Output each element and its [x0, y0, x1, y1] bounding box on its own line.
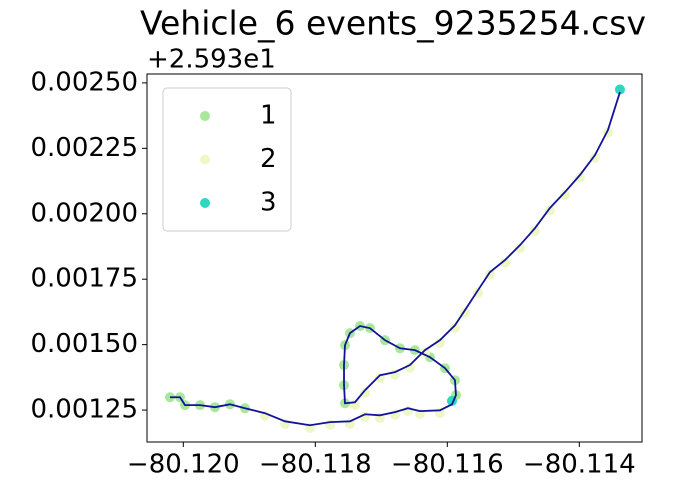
x-tick-label: −80.114	[523, 450, 636, 480]
y-tick-label: 0.00125	[30, 395, 138, 425]
y-tick-label: 0.00250	[30, 67, 138, 97]
legend: 1 2 3	[162, 87, 292, 232]
chart-title: Vehicle_6 events_9235254.csv	[140, 4, 646, 43]
y-tick-label: 0.00200	[30, 198, 138, 228]
y-tick-label: 0.00150	[30, 329, 138, 359]
point	[514, 242, 525, 253]
y-tick-label: 0.00225	[30, 133, 138, 163]
legend-label: 2	[260, 144, 277, 174]
point	[359, 387, 370, 398]
point	[434, 337, 445, 348]
point	[449, 322, 460, 333]
legend-marker	[200, 198, 210, 208]
point	[574, 172, 585, 183]
legend-label: 1	[260, 101, 277, 131]
point	[589, 152, 600, 163]
point	[529, 225, 540, 236]
track-line	[169, 91, 621, 427]
legend-box	[162, 87, 292, 232]
legend-label: 3	[260, 188, 277, 218]
plot-frame	[146, 73, 643, 443]
legend-marker	[200, 154, 210, 165]
point	[614, 84, 625, 95]
point	[404, 362, 415, 373]
y-tick-label: 0.00175	[30, 264, 138, 294]
point	[499, 257, 510, 268]
point	[544, 205, 555, 216]
x-tick-label: −80.116	[391, 450, 504, 480]
point	[559, 189, 570, 200]
offset-text: +2.593e1	[147, 45, 276, 75]
legend-marker	[200, 111, 210, 121]
x-tick-label: −80.118	[259, 450, 372, 480]
x-tick-label: −80.120	[127, 450, 240, 480]
point	[164, 392, 175, 403]
